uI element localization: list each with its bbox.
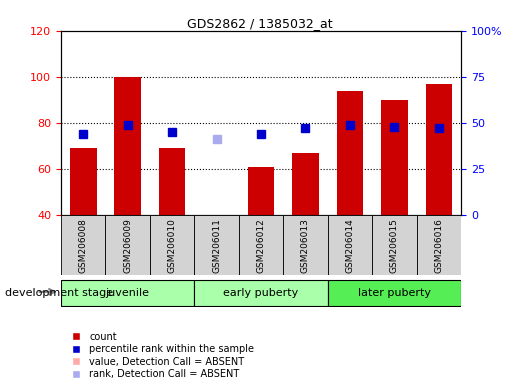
Text: GSM206009: GSM206009 — [123, 218, 132, 273]
Bar — [328, 215, 372, 275]
Bar — [239, 215, 283, 275]
Bar — [381, 100, 408, 215]
Bar — [426, 84, 452, 215]
Bar — [159, 148, 186, 215]
Text: GSM206014: GSM206014 — [346, 218, 355, 273]
Bar — [70, 148, 96, 215]
Bar — [328, 280, 461, 306]
Bar — [417, 215, 461, 275]
Bar — [195, 215, 239, 275]
Bar — [337, 91, 363, 215]
Bar — [248, 167, 275, 215]
Bar — [105, 215, 150, 275]
Text: juvenile: juvenile — [105, 288, 149, 298]
Bar — [283, 215, 328, 275]
Text: later puberty: later puberty — [358, 288, 431, 298]
Text: GSM206011: GSM206011 — [212, 218, 221, 273]
Text: development stage: development stage — [5, 288, 113, 298]
Text: GSM206013: GSM206013 — [301, 218, 310, 273]
Text: GDS2862 / 1385032_at: GDS2862 / 1385032_at — [187, 17, 332, 30]
Text: GSM206016: GSM206016 — [435, 218, 444, 273]
Bar — [195, 280, 328, 306]
Bar — [372, 215, 417, 275]
Text: GSM206008: GSM206008 — [78, 218, 87, 273]
Text: GSM206012: GSM206012 — [257, 218, 266, 273]
Bar — [61, 280, 195, 306]
Legend: count, percentile rank within the sample, value, Detection Call = ABSENT, rank, : count, percentile rank within the sample… — [66, 332, 254, 379]
Bar — [292, 153, 319, 215]
Bar — [114, 77, 141, 215]
Text: GSM206015: GSM206015 — [390, 218, 399, 273]
Text: GSM206010: GSM206010 — [167, 218, 176, 273]
Bar — [61, 215, 105, 275]
Text: early puberty: early puberty — [224, 288, 298, 298]
Bar — [150, 215, 195, 275]
